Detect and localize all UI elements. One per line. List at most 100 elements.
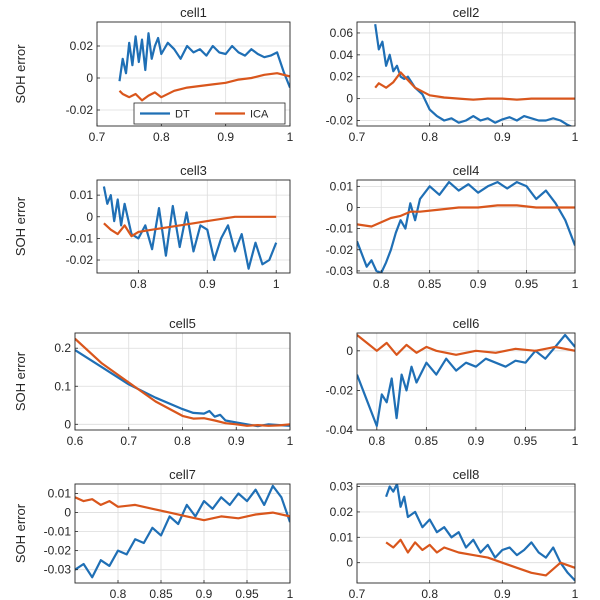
- cell8-axes-box: [356, 483, 576, 584]
- cell8-series-dt: [385, 484, 575, 582]
- cell5-y-tick-label: 0.1: [54, 379, 71, 393]
- cell6-series-dt: [357, 333, 575, 428]
- cell1-axes-box: [96, 21, 291, 127]
- cell1-title: cell1: [180, 5, 207, 20]
- cell3-series-ica: [103, 215, 277, 238]
- cell2-title: cell2: [453, 5, 480, 20]
- cell7-y-tick-label: 0: [64, 506, 71, 520]
- cell6-axes-box: [356, 332, 576, 431]
- cell8-y-tick-label: 0: [346, 556, 353, 570]
- cell7-x-tick-label: 0.9: [196, 587, 213, 600]
- cell3-series-dt: [102, 186, 278, 270]
- cell2-x-tick-label: 0.7: [349, 130, 366, 144]
- cell8-x-tick-label: 1: [572, 587, 579, 600]
- cell6-subplot: 0.8 0.85 0.9 0.95 1 -0.04 -0.02 0 cell6: [326, 316, 579, 448]
- cell1-y-tick-label: 0.02: [70, 39, 94, 53]
- cell8-y-tick-label: 0.02: [330, 505, 354, 519]
- cell6-x-tick-label: 0.85: [415, 434, 439, 448]
- cell1-x-tick-label: 1: [287, 130, 294, 144]
- cell7-series-ica: [75, 496, 290, 522]
- cell6-x-tick-label: 0.9: [468, 434, 485, 448]
- cell2-series-ica: [374, 71, 575, 101]
- cell7-ylabel: SOH error: [13, 503, 28, 563]
- cell7-title: cell7: [169, 467, 196, 482]
- cell8-series-ica: [385, 538, 575, 577]
- cell2-subplot: 0.7 0.8 0.9 1 -0.02 0 0.02 0.04 0.06 cell2: [326, 5, 579, 144]
- legend: DT ICA: [133, 102, 286, 125]
- cell3-axes-box: [96, 179, 291, 274]
- cell2-plot-area: [357, 22, 575, 126]
- cell1-y-tick-label: 0: [86, 71, 93, 85]
- cell3-y-tick-label: 0: [86, 210, 93, 224]
- cell8-x-tick-label: 0.8: [421, 587, 438, 600]
- cell4-title: cell4: [453, 163, 480, 178]
- cell4-axes-box: [356, 179, 576, 274]
- cell1-x-tick-label: 0.8: [153, 130, 170, 144]
- cell5-x-tick-label: 1: [287, 434, 294, 448]
- cell1-y-tick-label: -0.02: [66, 103, 94, 117]
- cell7-y-tick-label: -0.03: [44, 563, 72, 577]
- cell4-subplot: 0.8 0.85 0.9 0.95 1 -0.03 -0.02 -0.01 0 0.01 cell4: [326, 163, 579, 291]
- cell3-x-tick-label: 0.8: [130, 277, 147, 291]
- cell3-title: cell3: [180, 163, 207, 178]
- cell7-x-tick-label: 1: [287, 587, 294, 600]
- cell2-y-tick-label: -0.02: [326, 114, 354, 128]
- cell4-x-tick-label: 0.85: [418, 277, 442, 291]
- cell4-x-tick-label: 0.8: [373, 277, 390, 291]
- cell3-ylabel: SOH error: [13, 196, 28, 256]
- cell6-x-tick-label: 0.8: [368, 434, 385, 448]
- cell6-y-tick-label: -0.04: [326, 423, 354, 437]
- cell7-plot-area: [75, 484, 290, 583]
- cell5-series-ica: [75, 337, 290, 427]
- cell1-series-dt: [118, 32, 290, 89]
- cell6-series-ica: [357, 334, 575, 356]
- cell4-y-tick-label: -0.01: [326, 222, 354, 236]
- cell1-x-tick-label: 0.9: [217, 130, 234, 144]
- cell4-series-ica: [357, 204, 575, 228]
- cell3-subplot: 0.8 0.9 1 -0.02 -0.01 0 0.01 cell3 SOH error: [13, 163, 291, 291]
- cell2-x-tick-label: 0.8: [421, 130, 438, 144]
- cell4-series-dt: [357, 181, 575, 273]
- cell2-y-tick-label: 0.04: [330, 48, 354, 62]
- cell2-series-dt: [374, 24, 573, 126]
- cell2-x-tick-label: 0.9: [494, 130, 511, 144]
- cell2-y-tick-label: 0.02: [330, 70, 354, 84]
- cell8-title: cell8: [453, 467, 480, 482]
- cell7-axes-box: [74, 483, 291, 584]
- cell6-y-tick-label: -0.02: [326, 383, 354, 397]
- cell3-y-tick-label: -0.02: [66, 253, 94, 267]
- cell5-y-tick-label: 0: [64, 417, 71, 431]
- cell6-x-tick-label: 1: [572, 434, 579, 448]
- cell7-x-tick-label: 0.85: [149, 587, 173, 600]
- cell5-x-tick-label: 0.8: [174, 434, 191, 448]
- legend-label-ica: ICA: [250, 109, 269, 121]
- cell5-x-tick-label: 0.7: [120, 434, 137, 448]
- cell1-series-ica: [118, 72, 290, 102]
- cell8-plot-area: [357, 484, 575, 583]
- cell4-y-tick-label: 0: [346, 200, 353, 214]
- cell8-x-tick-label: 0.9: [494, 587, 511, 600]
- cell7-y-tick-label: -0.02: [44, 544, 72, 558]
- cell6-x-tick-label: 0.95: [514, 434, 538, 448]
- cell3-y-tick-label: -0.01: [66, 231, 94, 245]
- cell8-x-tick-label: 0.7: [349, 587, 366, 600]
- cell7-x-tick-label: 0.95: [235, 587, 259, 600]
- cell5-subplot: 0.6 0.7 0.8 0.9 1 0 0.1 0.2 cell5 SOH error: [13, 316, 294, 448]
- cell2-y-tick-label: 0: [346, 92, 353, 106]
- cell8-y-tick-label: 0.01: [330, 530, 354, 544]
- legend-label-dt: DT: [175, 109, 190, 121]
- cell4-x-tick-label: 0.95: [515, 277, 539, 291]
- cell8-y-tick-label: 0.03: [330, 480, 354, 494]
- cell1-subplot: 0.7 0.8 0.9 1 -0.02 0 0.02 cell1 SOH error DT ICA: [13, 5, 294, 144]
- cell3-y-tick-label: 0.01: [70, 188, 94, 202]
- cell7-subplot: 0.8 0.85 0.9 0.95 1 -0.03 -0.02 -0.01 0 0.01 cell7…: [13, 467, 294, 600]
- cell4-y-tick-label: -0.03: [326, 264, 354, 278]
- cell4-y-tick-label: -0.02: [326, 243, 354, 257]
- cell2-x-tick-label: 1: [572, 130, 579, 144]
- cell2-y-tick-label: 0.06: [330, 26, 354, 40]
- cell3-x-tick-label: 1: [273, 277, 280, 291]
- cell3-x-tick-label: 0.9: [199, 277, 216, 291]
- cell5-title: cell5: [169, 316, 196, 331]
- cell4-x-tick-label: 1: [572, 277, 579, 291]
- cell5-y-tick-label: 0.2: [54, 341, 71, 355]
